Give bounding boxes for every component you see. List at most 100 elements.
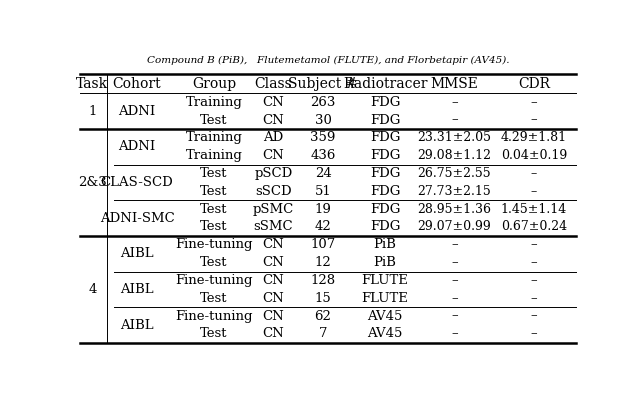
Text: Test: Test (200, 185, 228, 198)
Text: 4.29±1.81: 4.29±1.81 (500, 131, 567, 144)
Text: FLUTE: FLUTE (362, 274, 408, 287)
Text: CN: CN (262, 292, 284, 305)
Text: 107: 107 (310, 238, 335, 251)
Text: 27.73±2.15: 27.73±2.15 (418, 185, 492, 198)
Text: FDG: FDG (370, 221, 400, 233)
Text: –: – (451, 328, 458, 340)
Text: 29.07±0.99: 29.07±0.99 (418, 221, 492, 233)
Text: FDG: FDG (370, 167, 400, 180)
Text: Fine-tuning: Fine-tuning (175, 310, 253, 323)
Text: AV45: AV45 (367, 310, 403, 323)
Text: Test: Test (200, 167, 228, 180)
Text: Fine-tuning: Fine-tuning (175, 274, 253, 287)
Text: sSCD: sSCD (255, 185, 292, 198)
Text: CN: CN (262, 114, 284, 126)
Text: –: – (451, 310, 458, 323)
Text: CN: CN (262, 96, 284, 109)
Text: CN: CN (262, 328, 284, 340)
Text: Test: Test (200, 328, 228, 340)
Text: 62: 62 (315, 310, 332, 323)
Text: –: – (531, 328, 537, 340)
Text: Class: Class (255, 77, 292, 91)
Text: FDG: FDG (370, 203, 400, 216)
Text: CN: CN (262, 310, 284, 323)
Text: 19: 19 (315, 203, 332, 216)
Text: –: – (531, 310, 537, 323)
Text: –: – (451, 256, 458, 269)
Text: FLUTE: FLUTE (362, 292, 408, 305)
Text: 26.75±2.55: 26.75±2.55 (418, 167, 492, 180)
Text: –: – (531, 256, 537, 269)
Text: Test: Test (200, 203, 228, 216)
Text: AV45: AV45 (367, 328, 403, 340)
Text: –: – (531, 292, 537, 305)
Text: 23.31±2.05: 23.31±2.05 (417, 131, 492, 144)
Text: Test: Test (200, 114, 228, 126)
Text: 42: 42 (315, 221, 332, 233)
Text: PiB: PiB (374, 256, 396, 269)
Text: Test: Test (200, 292, 228, 305)
Text: FDG: FDG (370, 96, 400, 109)
Text: 15: 15 (315, 292, 332, 305)
Text: Training: Training (186, 131, 243, 144)
Text: 24: 24 (315, 167, 332, 180)
Text: MMSE: MMSE (431, 77, 479, 91)
Text: 128: 128 (310, 274, 335, 287)
Text: –: – (451, 238, 458, 251)
Text: Subject #: Subject # (289, 77, 358, 91)
Text: Test: Test (200, 221, 228, 233)
Text: 359: 359 (310, 131, 336, 144)
Text: CLAS-SCD: CLAS-SCD (100, 176, 173, 189)
Text: pSCD: pSCD (254, 167, 292, 180)
Text: PiB: PiB (374, 238, 396, 251)
Text: 1.45±1.14: 1.45±1.14 (500, 203, 567, 216)
Text: CDR: CDR (518, 77, 550, 91)
Text: FDG: FDG (370, 149, 400, 162)
Text: 29.08±1.12: 29.08±1.12 (417, 149, 492, 162)
Text: AD: AD (263, 131, 284, 144)
Text: Radiotracer: Radiotracer (343, 77, 428, 91)
Text: Task: Task (76, 77, 108, 91)
Text: Compound B (PiB),   Flutemetamol (FLUTE), and Florbetapir (AV45).: Compound B (PiB), Flutemetamol (FLUTE), … (147, 55, 509, 65)
Text: pSMC: pSMC (253, 203, 294, 216)
Text: 1: 1 (88, 105, 97, 118)
Text: –: – (451, 96, 458, 109)
Text: –: – (531, 274, 537, 287)
Text: Fine-tuning: Fine-tuning (175, 238, 253, 251)
Text: AIBL: AIBL (120, 247, 154, 260)
Text: Training: Training (186, 96, 243, 109)
Text: Training: Training (186, 149, 243, 162)
Text: –: – (531, 114, 537, 126)
Text: CN: CN (262, 149, 284, 162)
Text: FDG: FDG (370, 185, 400, 198)
Text: 51: 51 (315, 185, 332, 198)
Text: CN: CN (262, 256, 284, 269)
Text: –: – (531, 96, 537, 109)
Text: sSMC: sSMC (253, 221, 293, 233)
Text: –: – (531, 185, 537, 198)
Text: 436: 436 (310, 149, 336, 162)
Text: AIBL: AIBL (120, 318, 154, 332)
Text: FDG: FDG (370, 114, 400, 126)
Text: 4: 4 (88, 283, 97, 296)
Text: –: – (531, 238, 537, 251)
Text: Cohort: Cohort (113, 77, 161, 91)
Text: FDG: FDG (370, 131, 400, 144)
Text: Test: Test (200, 256, 228, 269)
Text: 12: 12 (315, 256, 332, 269)
Text: CN: CN (262, 238, 284, 251)
Text: ADNI-SMC: ADNI-SMC (100, 211, 175, 225)
Text: 2&3: 2&3 (78, 176, 107, 189)
Text: 0.67±0.24: 0.67±0.24 (500, 221, 567, 233)
Text: –: – (451, 114, 458, 126)
Text: 263: 263 (310, 96, 336, 109)
Text: 0.04±0.19: 0.04±0.19 (500, 149, 567, 162)
Text: CN: CN (262, 274, 284, 287)
Text: 7: 7 (319, 328, 327, 340)
Text: 30: 30 (315, 114, 332, 126)
Text: Group: Group (192, 77, 236, 91)
Text: –: – (451, 274, 458, 287)
Text: AIBL: AIBL (120, 283, 154, 296)
Text: ADNI: ADNI (118, 140, 156, 153)
Text: –: – (451, 292, 458, 305)
